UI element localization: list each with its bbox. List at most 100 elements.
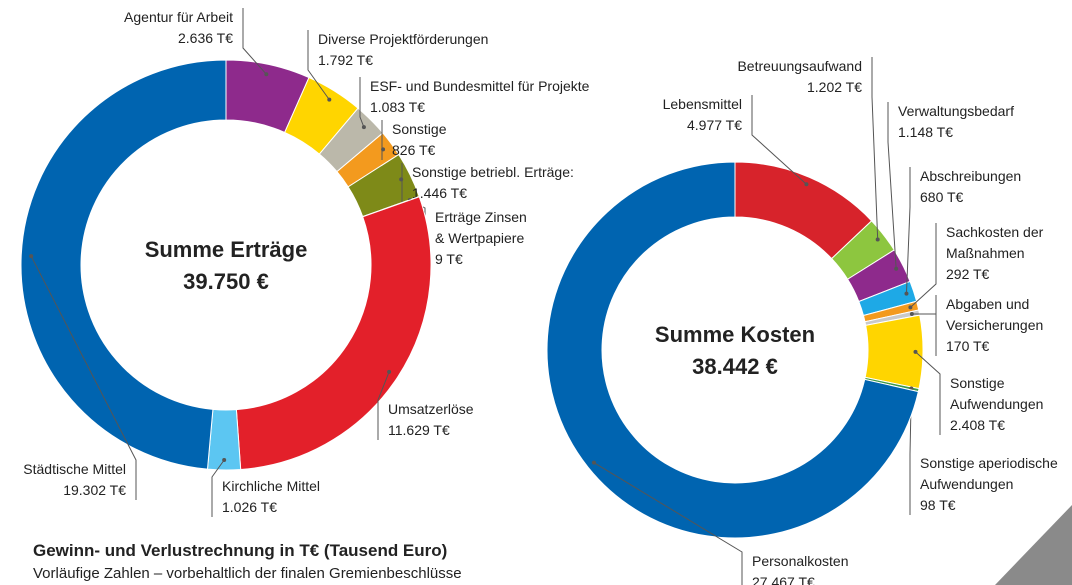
slice-label: Sachkosten der Maßnahmen 292 T€ xyxy=(946,224,1044,282)
slice-value-label: 98 T€ xyxy=(920,497,956,513)
slice-label: Lebensmittel 4.977 T€ xyxy=(663,96,743,133)
slice-value-label: 19.302 T€ xyxy=(63,482,126,498)
slice-label: Verwaltungsbedarf 1.148 T€ xyxy=(898,103,1014,140)
center-total: 39.750 € xyxy=(183,269,269,294)
leader-line xyxy=(359,77,365,128)
donut-chart: Agentur für Arbeit 2.636 T€ Diverse Projek… xyxy=(20,8,590,517)
donut-slice xyxy=(235,196,432,471)
slice-value-label: 1.083 T€ xyxy=(370,99,425,115)
leader-line xyxy=(211,459,225,517)
leader-dot xyxy=(909,312,914,317)
leader-line xyxy=(751,95,807,185)
leader-line xyxy=(887,102,897,269)
slice-label-line: Sonstige xyxy=(950,375,1005,391)
slice-label: Betreuungsaufwand 1.202 T€ xyxy=(737,58,862,95)
leader-dot xyxy=(387,369,392,374)
donut-chart: Lebensmittel 4.977 T€ Betreuungsaufwand 1.2… xyxy=(546,57,1058,585)
leader-line xyxy=(377,371,390,440)
slice-label: Erträge Zinsen & Wertpapiere 9 T€ xyxy=(435,209,527,267)
slice-label-name: Städtische Mittel xyxy=(23,461,126,477)
leader-dot xyxy=(908,305,913,310)
slice-label-name: Umsatzerlöse xyxy=(388,401,474,417)
leader-dot xyxy=(904,291,909,296)
slice-label: Agentur für Arbeit 2.636 T€ xyxy=(124,9,233,46)
center-title: Summe Kosten xyxy=(655,322,815,347)
leader-line xyxy=(909,388,912,515)
slice-label-line: Abgaben und xyxy=(946,296,1029,312)
leader-line xyxy=(242,8,267,75)
leader-line xyxy=(307,30,330,100)
center-total: 38.442 € xyxy=(692,354,778,379)
center-title: Summe Erträge xyxy=(145,237,308,262)
slice-value-label: 170 T€ xyxy=(946,338,990,354)
slice-label: Abschreibungen 680 T€ xyxy=(920,168,1021,205)
slice-label-name: Sonstige xyxy=(392,121,447,137)
leader-dot xyxy=(913,349,918,354)
leader-line xyxy=(910,223,937,308)
slice-label-line: Sonstige aperiodische xyxy=(920,455,1058,471)
slice-label-name: Verwaltungsbedarf xyxy=(898,103,1014,119)
slice-label-line: & Wertpapiere xyxy=(435,230,524,246)
slice-value-label: 1.202 T€ xyxy=(807,79,862,95)
leader-dot xyxy=(399,177,404,182)
slice-label: Städtische Mittel 19.302 T€ xyxy=(23,461,126,498)
leader-line xyxy=(593,462,743,585)
leader-dot xyxy=(29,254,34,259)
slice-label-line: Aufwendungen xyxy=(920,476,1013,492)
leader-dot xyxy=(222,457,227,462)
slice-label-line: Versicherungen xyxy=(946,317,1043,333)
slice-value-label: 826 T€ xyxy=(392,142,436,158)
slice-label: Sonstige aperiodische Aufwendungen 98 T€ xyxy=(920,455,1058,513)
slice-label-line: Maßnahmen xyxy=(946,245,1025,261)
leader-dot xyxy=(381,147,386,152)
slice-value-label: 1.026 T€ xyxy=(222,499,277,515)
slice-value-label: 1.446 T€ xyxy=(412,185,467,201)
slice-label-name: Diverse Projektförderungen xyxy=(318,31,488,47)
slice-value-label: 1.148 T€ xyxy=(898,124,953,140)
slice-label-name: Lebensmittel xyxy=(663,96,742,112)
slice-label-name: Betreuungsaufwand xyxy=(737,58,862,74)
slice-label: Diverse Projektförderungen 1.792 T€ xyxy=(318,31,488,68)
slice-value-label: 1.792 T€ xyxy=(318,52,373,68)
leader-line xyxy=(915,351,941,435)
slice-label: Sonstige betriebl. Erträge: 1.446 T€ xyxy=(412,164,574,201)
leader-dot xyxy=(327,97,332,102)
slice-label: Kirchliche Mittel 1.026 T€ xyxy=(222,478,320,515)
slice-value-label: 9 T€ xyxy=(435,251,463,267)
leader-dot xyxy=(264,72,269,77)
slice-value-label: 4.977 T€ xyxy=(687,117,742,133)
slice-label: Abgaben und Versicherungen 170 T€ xyxy=(946,296,1043,354)
slice-value-label: 11.629 T€ xyxy=(388,422,450,438)
slice-label-name: ESF- und Bundesmittel für Projekte xyxy=(370,78,590,94)
slice-label-name: Kirchliche Mittel xyxy=(222,478,320,494)
leader-line xyxy=(911,295,937,356)
slice-label-name: Agentur für Arbeit xyxy=(124,9,233,25)
slice-label-line: Aufwendungen xyxy=(950,396,1043,412)
slice-value-label: 680 T€ xyxy=(920,189,964,205)
leader-dot xyxy=(804,182,809,187)
slice-value-label: 27.467 T€ xyxy=(752,574,815,585)
corner-decoration xyxy=(995,505,1072,585)
slice-label: ESF- und Bundesmittel für Projekte 1.083 … xyxy=(370,78,590,115)
slice-value-label: 2.636 T€ xyxy=(178,30,233,46)
slice-label-name: Sonstige betriebl. Erträge: xyxy=(412,164,574,180)
slice-label-name: Abschreibungen xyxy=(920,168,1021,184)
slice-label: Umsatzerlöse 11.629 T€ xyxy=(388,401,474,438)
leader-line xyxy=(30,255,137,500)
slice-label: Sonstige Aufwendungen 2.408 T€ xyxy=(950,375,1043,433)
leader-line xyxy=(871,57,879,240)
leader-dot xyxy=(875,237,880,242)
slice-label-line: Erträge Zinsen xyxy=(435,209,527,225)
leader-dot xyxy=(591,460,596,465)
slice-label-line: Sachkosten der xyxy=(946,224,1044,240)
leader-line xyxy=(905,167,911,294)
slice-label-name: Personalkosten xyxy=(752,553,849,569)
leader-dot xyxy=(894,266,899,271)
slice-label: Personalkosten 27.467 T€ xyxy=(752,553,849,585)
donut-slice xyxy=(20,59,227,470)
caption: Gewinn- und Verlustrechnung in T€ (Tause… xyxy=(33,541,447,560)
note: Vorläufige Zahlen – vorbehaltlich der fi… xyxy=(33,565,462,582)
slice-value-label: 292 T€ xyxy=(946,266,990,282)
slice-value-label: 2.408 T€ xyxy=(950,417,1005,433)
